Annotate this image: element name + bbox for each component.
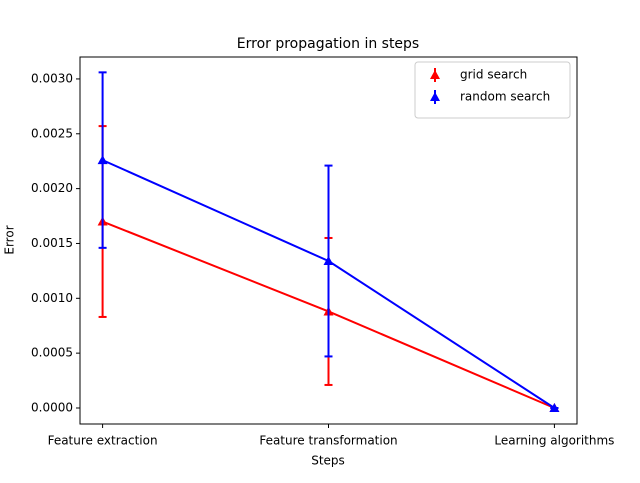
legend-marker [430,70,440,79]
legend-marker [430,92,440,101]
y-tick-label: 0.0025 [31,126,73,140]
y-tick-label: 0.0020 [31,181,73,195]
y-tick-label: 0.0010 [31,291,73,305]
legend-box [414,61,571,119]
x-axis-label: Steps [311,454,345,468]
y-tick-label: 0.0015 [31,236,73,250]
y-axis-label: Error [3,225,17,254]
x-tick-label: Feature transformation [259,434,397,448]
x-tick-label: Feature extraction [48,434,158,448]
y-tick-label: 0.0030 [31,71,73,85]
chart-title: Error propagation in steps [237,36,419,52]
legend-label: random search [460,90,550,104]
marker [549,402,560,412]
legend-label: grid search [460,68,527,82]
marker [323,256,334,266]
marker [97,155,108,165]
y-tick-label: 0.0005 [31,346,73,360]
x-tick-label: Learning algorithms [494,434,614,448]
y-tick-label: 0.0000 [31,400,73,414]
